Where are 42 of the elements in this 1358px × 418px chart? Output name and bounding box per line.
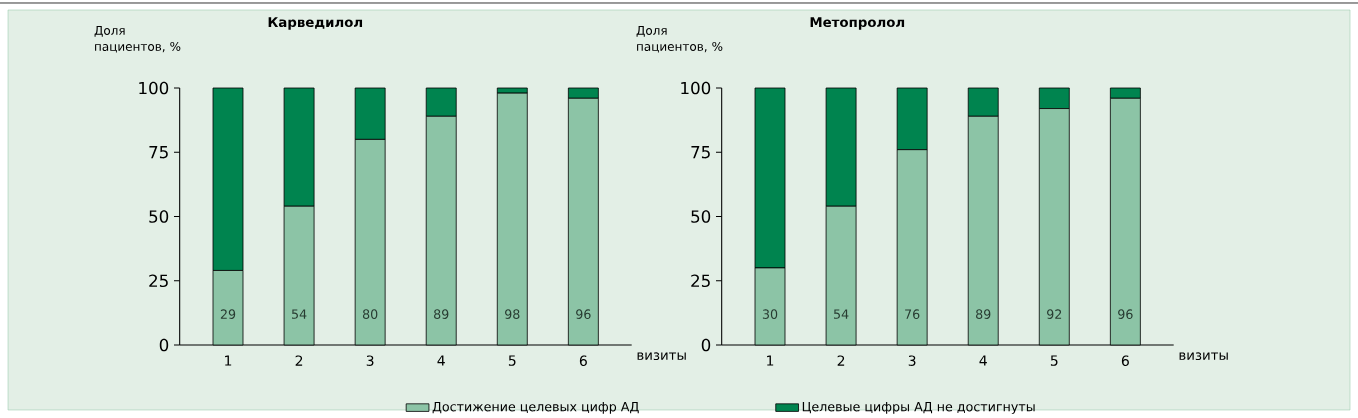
y-tick-label: 100 [139,81,169,95]
x-tick-label: 3 [908,355,916,366]
y-tick-label: 50 [149,210,169,223]
data-label: 89 [434,309,449,319]
data-label: 29 [220,309,236,319]
x-tick-label: 6 [579,355,587,366]
chart-title: Метопролол [810,17,905,30]
data-label: 30 [762,309,778,319]
x-tick-label: 2 [295,355,303,366]
y-tick-label: 0 [159,338,169,352]
y-tick-label: 25 [691,274,710,288]
y-tick-label: 100 [681,81,711,95]
y-axis-title: Доля пациентов, % [94,26,181,53]
y-tick-label: 0 [701,338,711,352]
y-tick-label: 50 [691,210,711,223]
x-axis-title: визиты [637,352,686,361]
legend-label: Достижение целевых цифр АД [432,401,639,414]
data-label: 89 [976,309,991,319]
y-axis-title: Доля пациентов, % [636,26,723,53]
data-label: 98 [505,309,520,319]
x-tick-label: 4 [437,355,445,366]
x-tick-label: 3 [366,355,374,366]
x-axis-title: визиты [1179,352,1228,361]
data-label: 54 [292,309,307,319]
data-label: 80 [362,309,378,319]
x-tick-label: 2 [837,355,845,366]
chart-title: Карведилол [268,17,363,30]
legend-label: Целевые цифры АД не достигнуты [802,401,1035,414]
data-label: 96 [1118,309,1133,319]
data-label: 76 [905,309,920,319]
x-tick-label: 1 [767,355,774,366]
data-label: 92 [1047,309,1062,319]
y-tick-label: 75 [149,146,168,159]
x-tick-label: 5 [508,355,516,366]
x-tick-label: 6 [1121,355,1129,366]
y-tick-label: 25 [149,274,168,288]
data-label: 96 [576,309,591,319]
x-tick-label: 1 [225,355,232,366]
x-tick-label: 4 [979,355,987,366]
data-label: 54 [834,309,849,319]
y-tick-label: 75 [691,146,710,159]
x-tick-label: 5 [1050,355,1058,366]
